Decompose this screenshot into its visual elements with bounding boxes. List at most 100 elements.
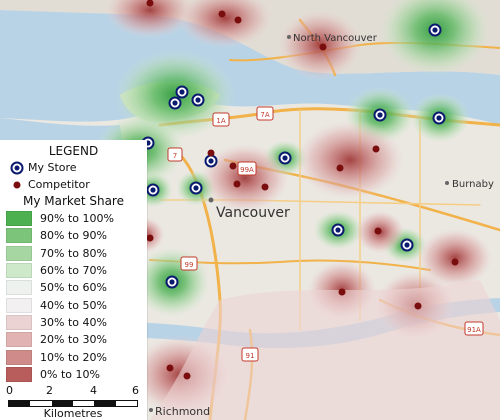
scale-unit: Kilometres: [43, 407, 103, 420]
place-richmond: Richmond: [155, 405, 210, 418]
competitor-marker[interactable]: [319, 43, 327, 51]
share-zone: [380, 0, 490, 75]
competitor-marker[interactable]: [207, 149, 215, 157]
legend-band-row: 90% to 100%: [0, 210, 147, 227]
svg-text:99: 99: [185, 261, 194, 269]
legend-band-label: 90% to 100%: [40, 212, 114, 226]
store-marker[interactable]: [146, 183, 160, 197]
store-marker[interactable]: [165, 275, 179, 289]
store-marker-icon: [6, 161, 28, 175]
share-zone: [278, 10, 362, 80]
highway-shield-99: 99: [180, 256, 198, 271]
highway-shield-91a: 91A: [464, 321, 484, 336]
place-vancouver: Vancouver: [216, 205, 290, 221]
competitor-marker[interactable]: [218, 10, 226, 18]
store-marker[interactable]: [428, 23, 442, 37]
competitor-marker[interactable]: [372, 145, 380, 153]
highway-shield-91: 91: [241, 347, 259, 362]
highway-shield-7: 7: [167, 147, 183, 162]
highway-shields: 1A 7A 7 99A 99 91 91A: [167, 106, 484, 362]
store-marker[interactable]: [432, 111, 446, 125]
share-zone: [105, 0, 195, 38]
scale-bar: 0 2 4 6 Kilometres: [6, 384, 140, 420]
legend-band-swatch: [6, 297, 32, 313]
highway-shield-1a: 1A: [212, 112, 230, 127]
store-marker[interactable]: [400, 238, 414, 252]
legend-band-label: 50% to 60%: [40, 281, 107, 295]
competitor-marker[interactable]: [233, 180, 241, 188]
legend-title: LEGEND: [48, 144, 99, 158]
legend-band-row: 20% to 30%: [0, 331, 147, 348]
legend-band-row: 40% to 50%: [0, 296, 147, 313]
share-zone: [177, 0, 273, 48]
share-zone: [295, 120, 405, 200]
legend-band-swatch: [6, 263, 32, 279]
legend-band-row: 80% to 90%: [0, 227, 147, 244]
legend-band-label: 20% to 30%: [40, 333, 107, 347]
legend-band-label: 10% to 20%: [40, 350, 107, 364]
share-zone: [200, 143, 290, 213]
scale-tick: 2: [46, 384, 53, 397]
competitor-marker[interactable]: [166, 364, 174, 372]
competitor-marker[interactable]: [183, 372, 191, 380]
store-marker[interactable]: [189, 181, 203, 195]
competitor-marker[interactable]: [374, 227, 382, 235]
store-marker[interactable]: [331, 223, 345, 237]
competitor-marker[interactable]: [234, 16, 242, 24]
competitor-marker-icon: [6, 180, 28, 190]
legend-band-label: 80% to 90%: [40, 229, 107, 243]
legend-band-swatch: [6, 245, 32, 261]
legend-bands: 90% to 100% 80% to 90% 70% to 80% 60% to 70…: [0, 210, 147, 383]
legend-band-row: 0% to 10%: [0, 366, 147, 383]
scale-tick: 6: [132, 384, 139, 397]
legend-band-label: 60% to 70%: [40, 264, 107, 278]
legend-band-label: 40% to 50%: [40, 298, 107, 312]
legend-store-label: My Store: [28, 161, 77, 174]
legend-panel: LEGEND My Store Competitor My Market Sha…: [0, 140, 147, 420]
scale-tick: 4: [90, 384, 97, 397]
svg-text:7: 7: [173, 152, 177, 160]
legend-band-row: 50% to 60%: [0, 279, 147, 296]
legend-band-row: 60% to 70%: [0, 262, 147, 279]
legend-band-row: 30% to 40%: [0, 314, 147, 331]
store-marker[interactable]: [373, 108, 387, 122]
svg-text:7A: 7A: [260, 111, 269, 119]
share-zones: [95, 0, 500, 420]
competitor-marker[interactable]: [146, 0, 154, 7]
legend-band-row: 10% to 20%: [0, 348, 147, 365]
competitor-markers: [146, 0, 459, 380]
scale-tick: 0: [6, 384, 13, 397]
legend-band-swatch: [6, 228, 32, 244]
competitor-marker[interactable]: [414, 302, 422, 310]
legend-band-label: 30% to 40%: [40, 315, 107, 329]
highway-shield-7a: 7A: [256, 106, 274, 121]
svg-text:91: 91: [246, 352, 255, 360]
share-zone: [150, 280, 500, 420]
legend-band-swatch: [6, 332, 32, 348]
competitor-marker[interactable]: [146, 234, 154, 242]
legend-band-label: 0% to 10%: [40, 367, 100, 381]
store-markers: [141, 23, 446, 289]
legend-band-swatch: [6, 349, 32, 365]
place-north-vancouver: North Vancouver: [293, 33, 378, 44]
legend-band-swatch: [6, 280, 32, 296]
store-marker[interactable]: [191, 93, 205, 107]
legend-band-row: 70% to 80%: [0, 245, 147, 262]
competitor-marker[interactable]: [336, 164, 344, 172]
competitor-marker[interactable]: [451, 258, 459, 266]
competitor-marker[interactable]: [261, 183, 269, 191]
store-marker[interactable]: [204, 154, 218, 168]
store-marker[interactable]: [168, 96, 182, 110]
legend-competitor-label: Competitor: [28, 178, 90, 191]
svg-text:99A: 99A: [240, 166, 254, 174]
legend-competitor-row: Competitor: [0, 176, 147, 193]
legend-band-swatch: [6, 211, 32, 227]
legend-band-swatch: [6, 314, 32, 330]
competitor-marker[interactable]: [229, 162, 237, 170]
svg-text:1A: 1A: [216, 117, 225, 125]
store-marker[interactable]: [278, 151, 292, 165]
store-marker[interactable]: [175, 85, 189, 99]
competitor-marker[interactable]: [338, 288, 346, 296]
legend-band-label: 70% to 80%: [40, 246, 107, 260]
place-labels: North Vancouver Vancouver Burnaby Richmo…: [149, 33, 494, 418]
